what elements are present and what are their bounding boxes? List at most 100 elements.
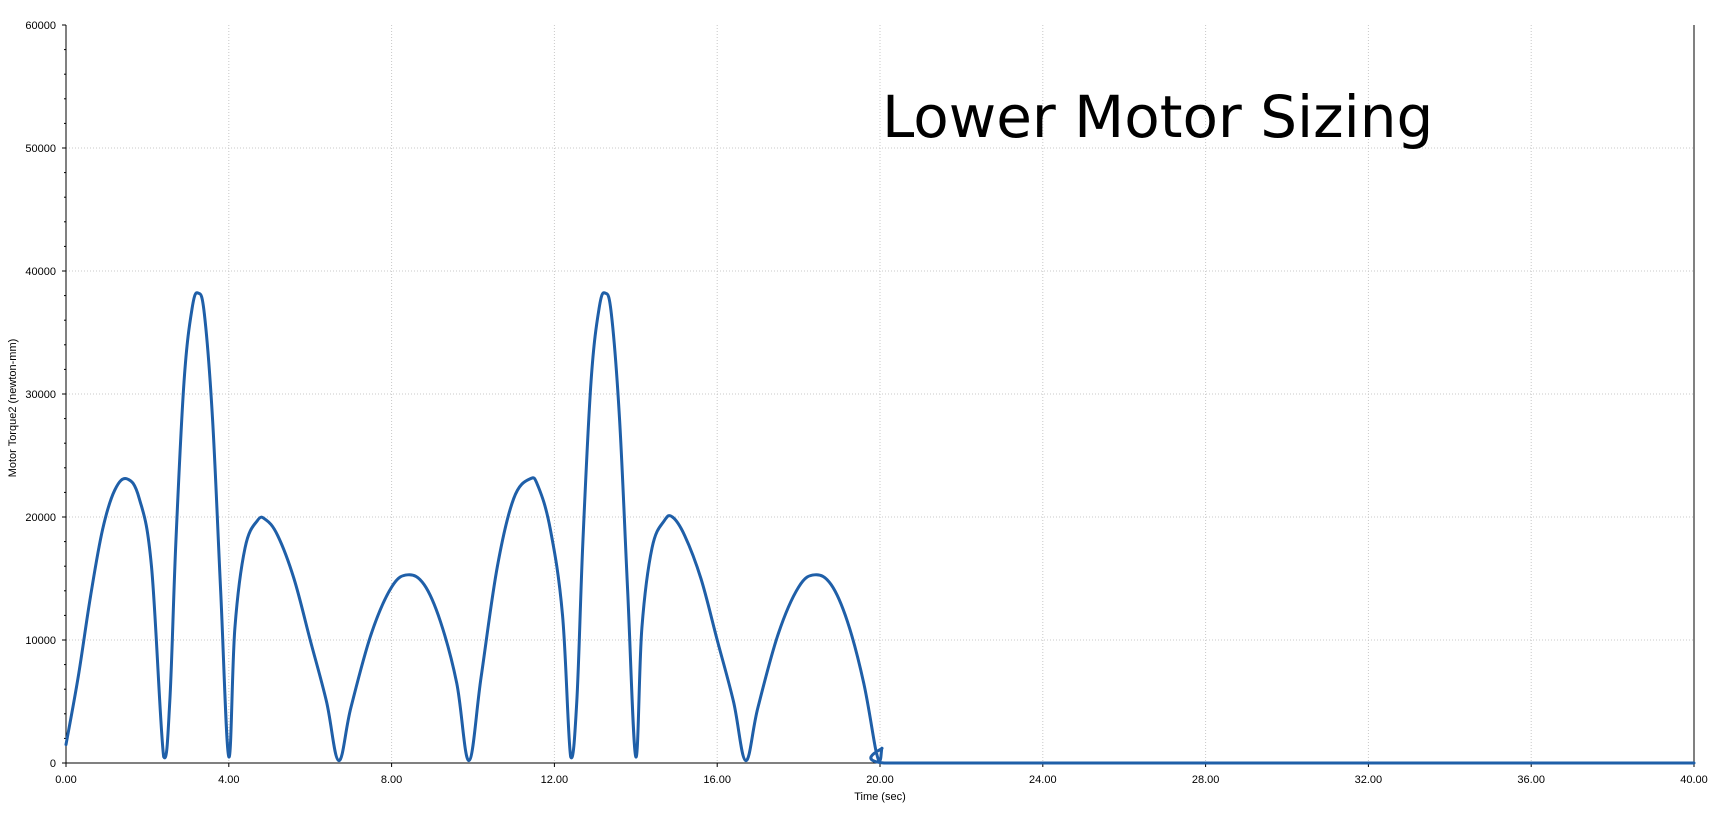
data-point xyxy=(244,546,246,549)
data-point xyxy=(337,759,340,762)
data-point xyxy=(575,700,578,703)
data-point xyxy=(455,682,458,684)
data-point xyxy=(569,756,572,758)
data-point xyxy=(671,516,674,518)
data-point xyxy=(814,574,816,576)
x-axis-title: Time (sec) xyxy=(854,791,906,803)
data-point xyxy=(512,497,515,500)
data-point xyxy=(228,756,230,758)
data-point xyxy=(89,596,92,598)
x-tick-label: 12.00 xyxy=(541,774,569,786)
data-point xyxy=(423,583,425,586)
data-point xyxy=(641,626,643,629)
data-point xyxy=(561,614,564,617)
data-point xyxy=(618,417,621,420)
data-point xyxy=(325,700,328,703)
data-point xyxy=(683,534,686,537)
data-point xyxy=(881,747,883,750)
x-tick-label: 4.00 xyxy=(218,774,239,786)
data-point xyxy=(651,546,653,549)
x-tick-label: 40.00 xyxy=(1680,774,1708,786)
data-point xyxy=(126,478,128,480)
data-point xyxy=(65,743,67,746)
data-point xyxy=(830,583,832,586)
data-point xyxy=(716,639,718,641)
data-point xyxy=(875,749,877,752)
data-point xyxy=(1042,762,1044,764)
data-point xyxy=(276,534,279,537)
data-point xyxy=(757,706,759,709)
x-tick-label: 28.00 xyxy=(1192,774,1220,786)
x-tick-label: 24.00 xyxy=(1029,774,1057,786)
x-tick-label: 36.00 xyxy=(1517,774,1545,786)
y-tick-label: 20000 xyxy=(25,512,56,524)
y-tick-label: 30000 xyxy=(25,389,56,401)
data-point xyxy=(407,574,409,576)
data-point xyxy=(700,577,702,580)
series-line xyxy=(64,291,1696,765)
data-point xyxy=(635,756,637,758)
data-point xyxy=(197,292,200,294)
data-point xyxy=(390,586,393,588)
y-tick-label: 0 xyxy=(50,758,56,770)
data-point xyxy=(293,577,295,580)
ticks-layer: 0.00 4.00 8.00 12.00 16.00 20.00 24.00 28.00 32.… xyxy=(25,20,1707,786)
data-point xyxy=(549,528,552,531)
data-point xyxy=(598,307,600,309)
x-tick-label: 8.00 xyxy=(381,774,402,786)
data-point xyxy=(162,756,165,758)
x-tick-label: 32.00 xyxy=(1355,774,1383,786)
data-point xyxy=(879,759,881,762)
x-tick-label: 20.00 xyxy=(866,774,894,786)
series-layer xyxy=(64,291,1696,765)
data-point xyxy=(862,682,865,684)
data-point xyxy=(590,380,592,383)
y-axis-title: Motor Torque2 (newton-mm) xyxy=(7,339,19,478)
data-point xyxy=(1204,762,1207,764)
data-point xyxy=(370,633,373,635)
data-point xyxy=(626,590,629,592)
data-point xyxy=(529,478,531,480)
data-point xyxy=(264,518,267,521)
y-tick-label: 60000 xyxy=(25,20,56,32)
data-point xyxy=(183,380,185,383)
data-point xyxy=(150,565,153,567)
data-point xyxy=(234,626,236,629)
x-tick-label: 16.00 xyxy=(703,774,731,786)
y-tick-label: 40000 xyxy=(25,266,56,278)
data-point xyxy=(797,586,800,588)
grid-layer xyxy=(66,25,1694,763)
data-point xyxy=(582,540,584,543)
data-point xyxy=(496,565,499,567)
data-point xyxy=(610,313,613,315)
data-point xyxy=(744,759,747,762)
data-point xyxy=(732,700,735,703)
data-point xyxy=(777,633,780,635)
data-point xyxy=(883,762,885,764)
data-point xyxy=(1367,762,1370,764)
data-point xyxy=(219,590,222,592)
data-point xyxy=(439,620,442,623)
data-point xyxy=(1530,762,1532,764)
data-point xyxy=(256,519,259,522)
data-point xyxy=(309,639,312,641)
data-point xyxy=(175,540,177,543)
y-tick-label: 50000 xyxy=(25,143,56,155)
data-point xyxy=(138,497,141,500)
x-tick-label: 0.00 xyxy=(55,774,76,786)
data-point xyxy=(604,292,607,294)
data-point xyxy=(480,676,482,678)
data-point xyxy=(663,519,666,522)
data-point xyxy=(350,706,352,709)
data-point xyxy=(203,313,206,315)
data-point xyxy=(101,528,104,531)
y-tick-label: 10000 xyxy=(25,635,56,647)
data-point xyxy=(846,620,849,623)
data-point xyxy=(168,700,171,703)
data-point xyxy=(191,307,193,309)
data-point xyxy=(537,485,539,488)
data-point xyxy=(77,676,80,678)
chart-annotation: Lower Motor Sizing xyxy=(882,83,1433,151)
data-point xyxy=(1693,762,1695,764)
